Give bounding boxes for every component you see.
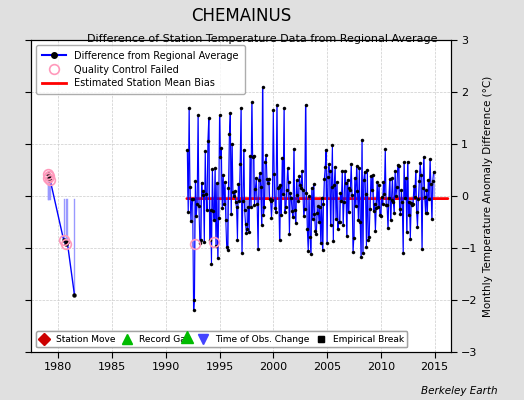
Text: Difference of Station Temperature Data from Regional Average: Difference of Station Temperature Data f… xyxy=(87,34,437,44)
Text: Berkeley Earth: Berkeley Earth xyxy=(421,386,498,396)
Legend: Station Move, Record Gap, Time of Obs. Change, Empirical Break: Station Move, Record Gap, Time of Obs. C… xyxy=(36,331,407,348)
Y-axis label: Monthly Temperature Anomaly Difference (°C): Monthly Temperature Anomaly Difference (… xyxy=(483,75,493,317)
Title: CHEMAINUS: CHEMAINUS xyxy=(191,6,291,24)
